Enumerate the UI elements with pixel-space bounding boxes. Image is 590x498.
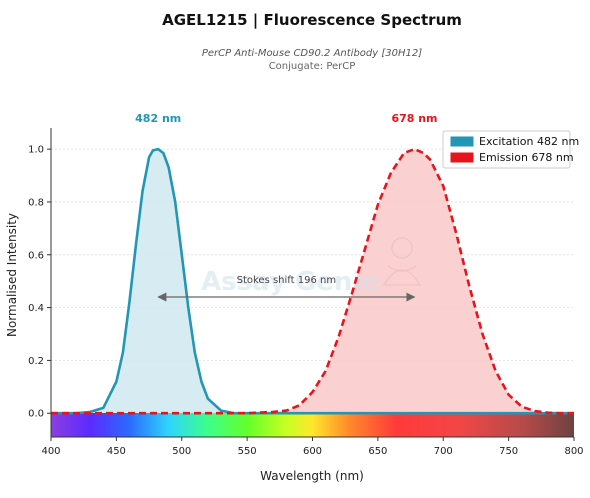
tick-labels: 0.0 0.2 0.4 0.6 0.8 1.0 400 450 500 550 600 650 700 7… [28, 145, 583, 457]
chart-subtitle: PerCP Anti-Mouse CD90.2 Antibody [30H12] [202, 48, 422, 59]
emission-fill [51, 149, 574, 414]
legend-box [442, 130, 571, 169]
y-tick-label: 0.2 [28, 356, 44, 367]
excitation-series-line [51, 147, 574, 415]
emission-series-line [51, 147, 574, 415]
visible-spectrum-bar [51, 413, 574, 437]
x-tick-label: 650 [368, 446, 387, 457]
x-tick-label: 800 [564, 446, 583, 457]
y-tick-label: 0.0 [28, 409, 44, 420]
conjugate-label: Conjugate: PerCP [269, 61, 356, 72]
x-tick-label: 600 [303, 446, 322, 457]
x-tick-label: 550 [238, 446, 257, 457]
legend-emission-swatch [450, 152, 474, 163]
x-tick-label: 700 [434, 446, 453, 457]
x-tick-label: 450 [107, 446, 126, 457]
series-fills [51, 149, 574, 414]
watermark: Assay Genie [201, 267, 379, 297]
y-axis-title: Normalised Intensity [5, 213, 19, 337]
excitation-peak-label: 482 nm [135, 112, 181, 125]
legend-emission-label: Emission 678 nm [479, 151, 574, 164]
legend-excitation-label: Excitation 482 nm [479, 135, 579, 148]
emission-peak-label: 678 nm [391, 112, 437, 125]
watermark-logo [382, 237, 422, 286]
y-tick-label: 0.8 [28, 197, 44, 208]
x-tick-label: 750 [499, 446, 518, 457]
x-tick-label: 400 [41, 446, 60, 457]
chart-title: AGEL1215 | Fluorescence Spectrum [162, 11, 462, 30]
y-tick-label: 0.4 [28, 303, 44, 314]
series-lines [51, 147, 574, 415]
x-tick-label: 500 [172, 446, 191, 457]
x-axis-title: Wavelength (nm) [260, 469, 364, 483]
legend-excitation-swatch [450, 136, 474, 147]
y-tick-label: 0.6 [28, 250, 44, 261]
stokes-shift-label: Stokes shift 196 nm [237, 275, 336, 286]
y-tick-label: 1.0 [28, 145, 44, 156]
legend: Excitation 482 nm Emission 678 nm [442, 130, 579, 169]
excitation-fill [51, 149, 574, 414]
